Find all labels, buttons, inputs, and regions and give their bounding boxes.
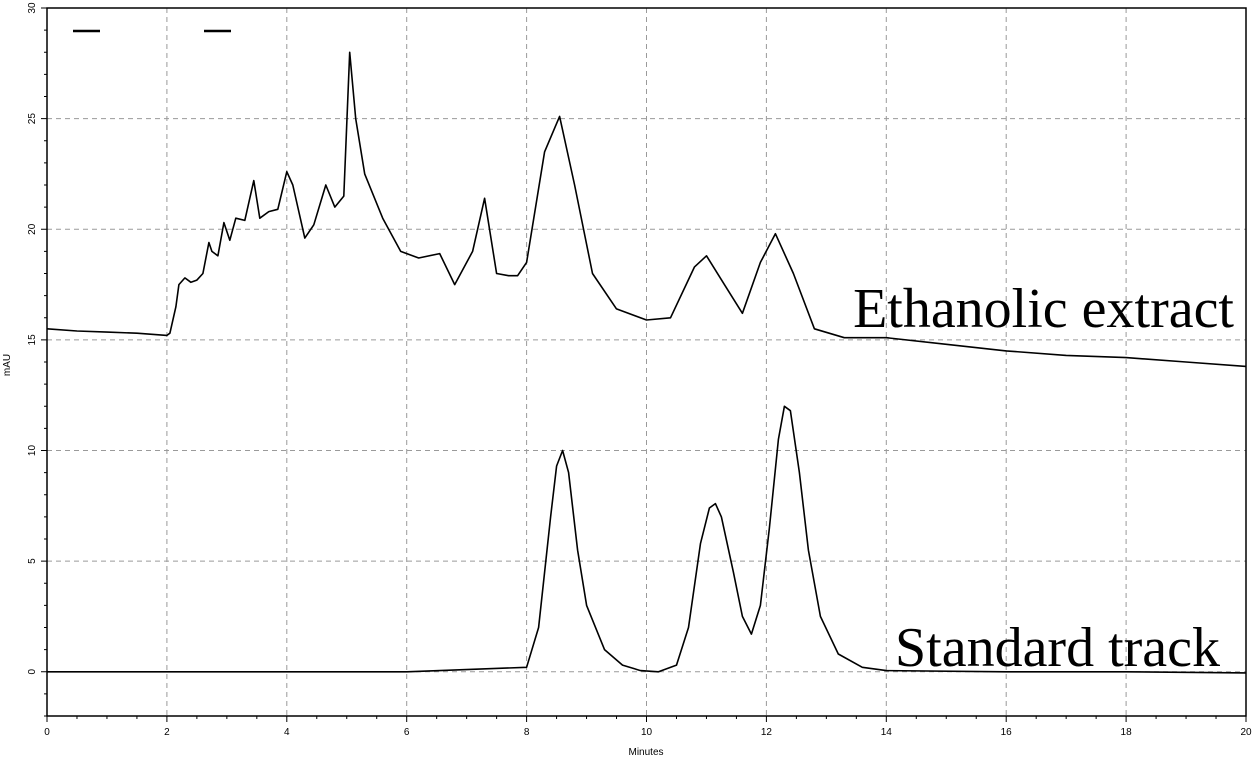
x-tick-label: 2	[164, 727, 170, 738]
x-tick-label: 6	[404, 727, 410, 738]
y-tick-label: 10	[27, 445, 38, 457]
y-tick-label: 5	[27, 558, 38, 564]
annotation-ethanolic-extract: Ethanolic extract	[853, 278, 1234, 340]
y-axis-label: mAU	[2, 354, 13, 376]
x-tick-label: 14	[881, 727, 893, 738]
x-tick-label: 20	[1240, 727, 1252, 738]
y-tick-label: 25	[27, 113, 38, 125]
x-tick-label: 10	[641, 727, 653, 738]
annotation-standard-track: Standard track	[895, 617, 1220, 679]
y-tick-label: 0	[27, 669, 38, 675]
series-standard-track-line	[47, 405, 1247, 674]
series-ethanolic-extract-line	[46, 51, 1247, 368]
x-tick-label: 4	[284, 727, 290, 738]
x-tick-label: 12	[761, 727, 773, 738]
x-tick-label: 8	[524, 727, 530, 738]
y-tick-label: 15	[27, 334, 38, 346]
x-tick-label: 18	[1121, 727, 1133, 738]
x-tick-label: 0	[44, 727, 50, 738]
x-tick-label: 16	[1001, 727, 1013, 738]
y-tick-label: 30	[27, 2, 38, 14]
ticks-layer: 0 2 4 6 8 10 12 14 16 18 20 0 5 10 15 20 25 30	[27, 2, 1252, 738]
x-axis-label: Minutes	[628, 747, 663, 758]
grid-layer	[47, 8, 1246, 716]
series-layer	[46, 51, 1247, 674]
y-tick-label: 20	[27, 223, 38, 235]
